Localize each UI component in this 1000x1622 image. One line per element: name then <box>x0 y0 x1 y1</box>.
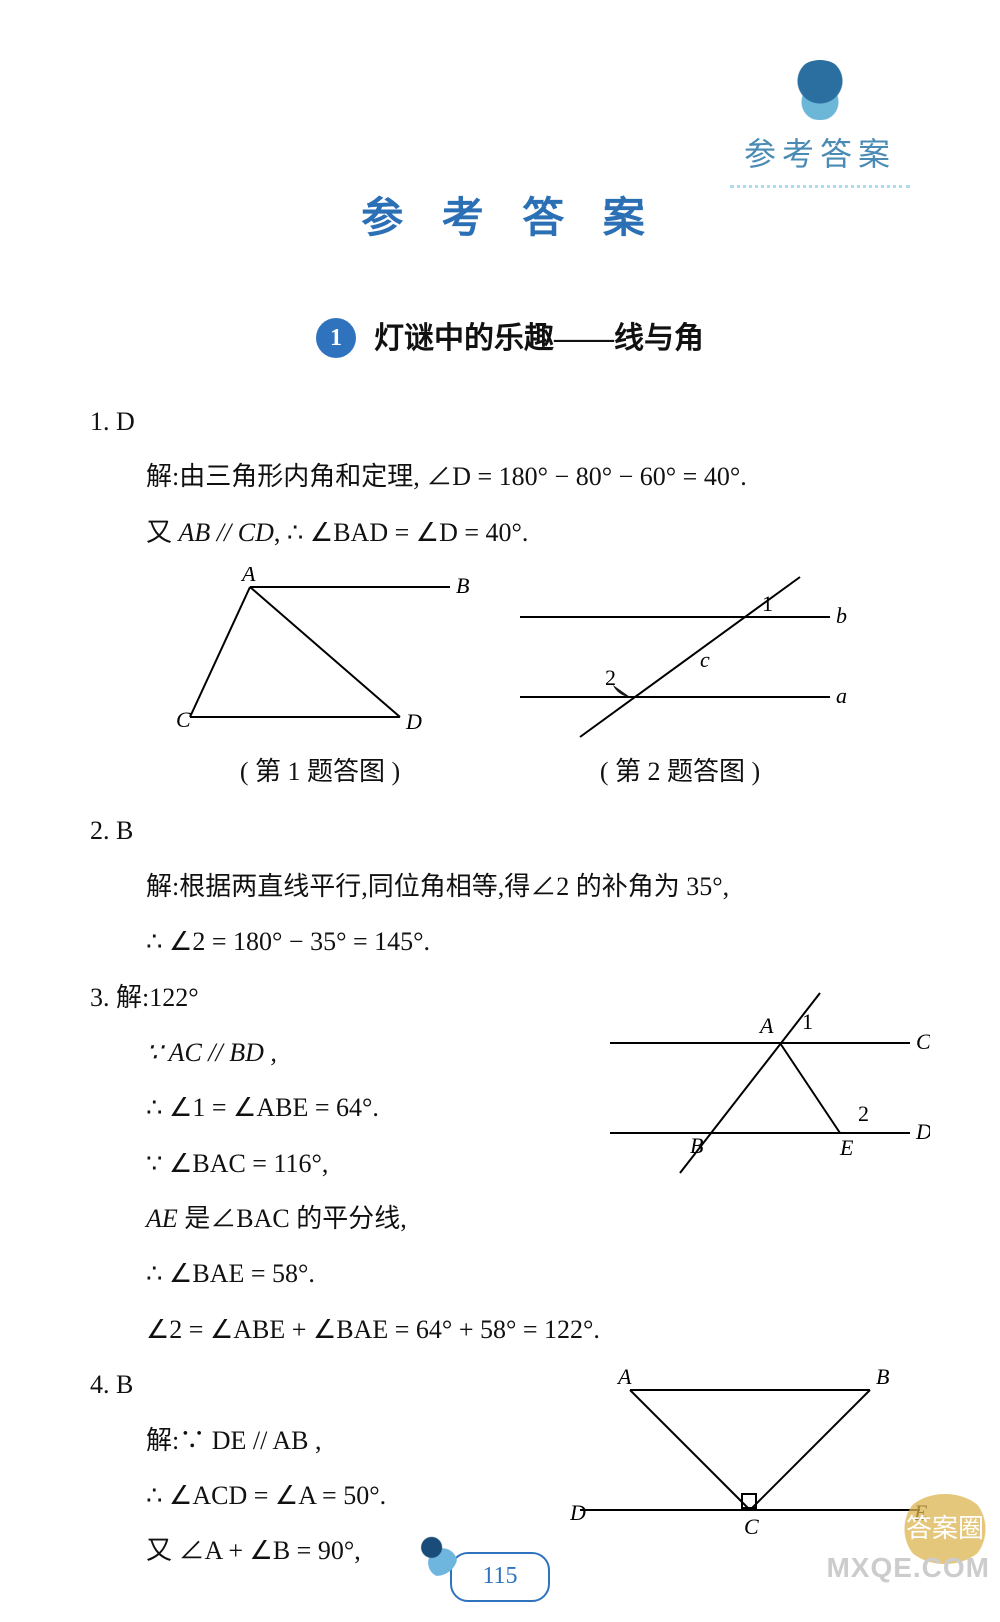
fig2-2: 2 <box>605 665 616 690</box>
q2-l1: 解:根据两直线平行,同位角相等,得∠2 的补角为 35°, <box>90 862 930 911</box>
q1-num: 1. <box>90 407 116 436</box>
q3-l6: ∠2 = ∠ABE + ∠BAE = 64° + 58° = 122°. <box>90 1305 930 1354</box>
chapter-chip: 1 <box>316 318 356 358</box>
q1-l2c: , ∴ ∠BAD = ∠D = 40°. <box>274 518 529 547</box>
q1-l2a: 又 <box>146 518 179 547</box>
q2-l2: ∴ ∠2 = 180° − 35° = 145°. <box>90 917 930 966</box>
q4-ans: B <box>116 1370 133 1399</box>
q1-l2b: AB // CD <box>179 518 274 547</box>
q3-l4b: 是∠BAC 的平分线, <box>184 1204 406 1233</box>
q3-l4: AE 是∠BAC 的平分线, <box>90 1194 930 1243</box>
figure-3: A C B D E 1 2 <box>590 973 930 1183</box>
q4-num: 4. <box>90 1370 116 1399</box>
fig3-1: 1 <box>802 1009 813 1034</box>
header-stamp: 参考答案 <box>720 60 920 180</box>
fig4-svg: A B C D E <box>570 1360 930 1540</box>
fig4-D: D <box>570 1500 586 1525</box>
q3-l1t: ∵ AC // BD , <box>146 1038 277 1067</box>
q1-line2: 又 AB // CD, ∴ ∠BAD = ∠D = 40°. <box>90 508 930 557</box>
watermark-text: MXQE.COM <box>826 1541 990 1594</box>
q3-l5: ∴ ∠BAE = 58°. <box>90 1249 930 1298</box>
smudge-icon <box>730 185 910 201</box>
fig1-caption: ( 第 1 题答图 ) <box>170 747 470 796</box>
fig2-caption: ( 第 2 题答图 ) <box>510 747 850 796</box>
q2-num: 2. <box>90 816 116 845</box>
q2: 2. B <box>90 806 930 855</box>
fig3-B: B <box>690 1133 703 1158</box>
doll-icon <box>790 60 850 120</box>
fig3-svg: A C B D E 1 2 <box>590 973 930 1183</box>
q1-ans: D <box>116 407 135 436</box>
figure-4: A B C D E <box>570 1360 930 1540</box>
fig4-B: B <box>876 1364 889 1389</box>
q4-l1t: 解:∵ DE // AB , <box>146 1426 322 1455</box>
q3-l4a: AE <box>146 1204 184 1233</box>
fig2-svg: 1 2 b a c <box>510 567 850 747</box>
fig2-a: a <box>836 683 847 708</box>
q2-ans: B <box>116 816 133 845</box>
q3-head: 解:122° <box>116 983 199 1012</box>
fig2-1: 1 <box>762 591 773 616</box>
header-stamp-text: 参考答案 <box>720 124 920 185</box>
fig4-A: A <box>616 1364 632 1389</box>
fig3-2: 2 <box>858 1101 869 1126</box>
fig1-C: C <box>176 707 191 732</box>
q1: 1. D <box>90 397 930 446</box>
figure-2: 1 2 b a c ( 第 2 题答图 ) <box>510 567 850 796</box>
figure-row-1: A B C D ( 第 1 题答图 ) 1 2 b a c ( 第 2 题答图 … <box>90 567 930 796</box>
chapter-text: 灯谜中的乐趣——线与角 <box>374 310 704 367</box>
fig3-E: E <box>839 1135 854 1160</box>
fig4-C: C <box>744 1514 759 1539</box>
page-root: 参考答案 参 考 答 案 1 灯谜中的乐趣——线与角 1. D 解:由三角形内角… <box>0 0 1000 1622</box>
figure-1: A B C D ( 第 1 题答图 ) <box>170 567 470 796</box>
fig2-b: b <box>836 603 847 628</box>
fig1-B: B <box>456 573 469 598</box>
fig3-D: D <box>915 1119 930 1144</box>
fig2-c: c <box>700 647 710 672</box>
q1-line1: 解:由三角形内角和定理, ∠D = 180° − 80° − 60° = 40°… <box>90 452 930 501</box>
q3-num: 3. <box>90 983 116 1012</box>
fig3-C: C <box>916 1029 930 1054</box>
page-number: 115 <box>450 1552 549 1602</box>
fig1-A: A <box>240 567 256 586</box>
fig1-svg: A B C D <box>170 567 470 747</box>
fig3-A: A <box>758 1013 774 1038</box>
fig1-D: D <box>405 709 422 734</box>
chapter-heading: 1 灯谜中的乐趣——线与角 <box>90 310 930 367</box>
